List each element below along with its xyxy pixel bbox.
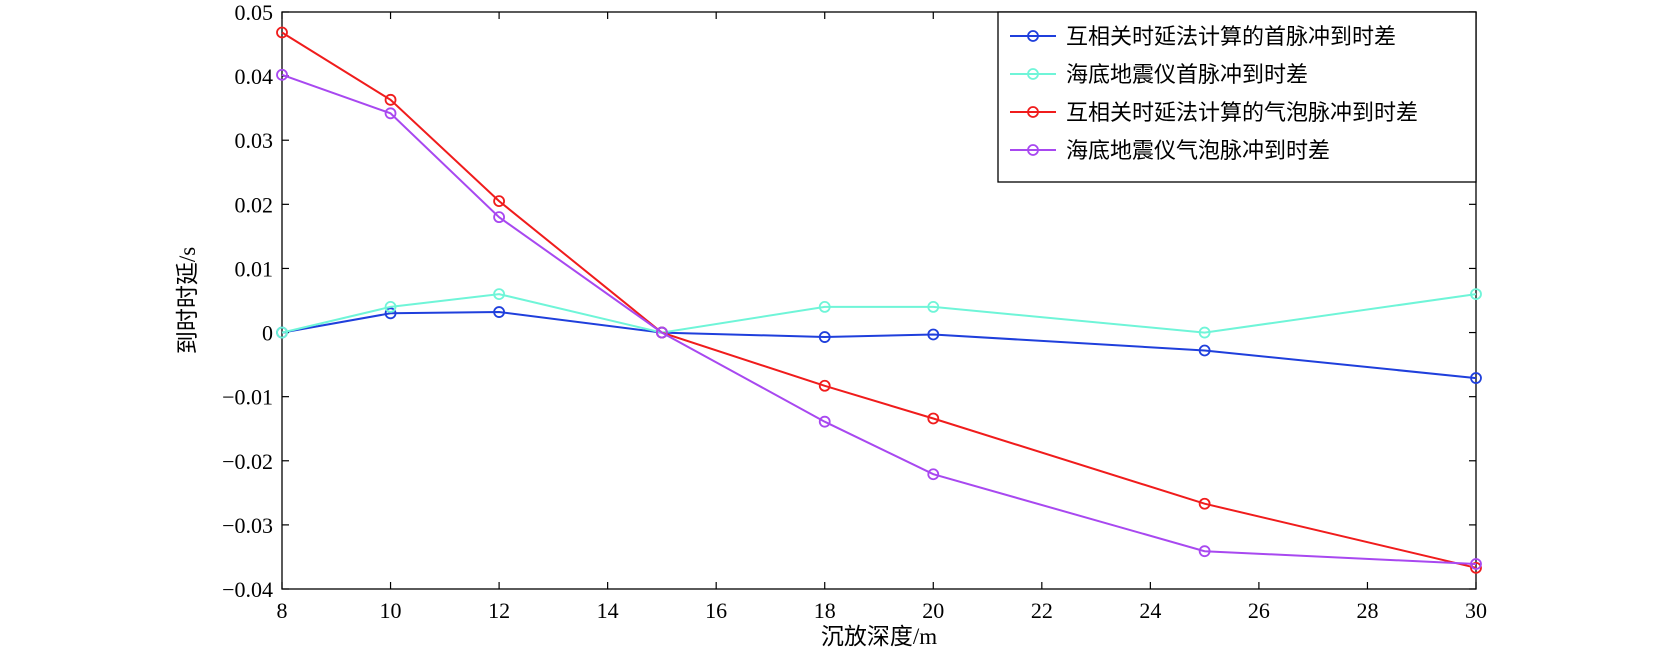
plot-frame — [281, 11, 1477, 590]
y-tick-label: −0.01 — [222, 385, 273, 410]
data-point — [656, 326, 668, 339]
series-group — [276, 68, 1482, 570]
data-point — [493, 195, 505, 208]
series-line — [281, 31, 1477, 569]
data-point — [384, 307, 397, 320]
y-tick-label: −0.03 — [222, 513, 273, 538]
x-tick-label: 10 — [380, 598, 402, 623]
x-tick-label: 14 — [597, 598, 619, 623]
data-point — [1198, 545, 1211, 558]
y-tick-label: −0.04 — [222, 577, 273, 602]
data-point — [276, 326, 288, 339]
legend-marker — [1027, 30, 1039, 42]
data-point — [1470, 561, 1482, 574]
data-point — [927, 468, 940, 481]
x-tick-label: 12 — [488, 598, 510, 623]
legend: 互相关时延法计算的首脉冲到时差海底地震仪首脉冲到时差互相关时延法计算的气泡脉冲到… — [997, 11, 1477, 183]
series-lines — [276, 26, 1482, 574]
y-tick-label: 0.02 — [235, 192, 274, 217]
data-point — [927, 328, 940, 341]
legend-marker — [1027, 106, 1039, 118]
series-line — [281, 73, 1477, 565]
y-tick-label: 0.04 — [235, 64, 274, 89]
series-line — [281, 293, 1477, 334]
axis-ticks: 8 10 12 14 16 18 20 22 24 26 28 30 0.05 0.04 0.03 0.02 0… — [222, 0, 1487, 623]
y-tick-label: 0.03 — [235, 128, 274, 153]
legend-box — [997, 11, 1477, 183]
x-tick-label: 16 — [705, 598, 727, 623]
x-tick-label: 20 — [922, 598, 944, 623]
legend-label: 互相关时延法计算的首脉冲到时差 — [1066, 24, 1396, 49]
series-group — [276, 26, 1482, 574]
data-point — [493, 288, 505, 300]
data-point — [384, 301, 397, 313]
data-point — [818, 331, 831, 343]
legend-label: 海底地震仪首脉冲到时差 — [1066, 62, 1308, 87]
legend-marker — [1027, 144, 1039, 156]
x-axis-title: 沉放深度/m — [821, 624, 937, 649]
y-tick-label: 0.01 — [235, 256, 274, 281]
data-point — [927, 301, 940, 313]
data-point — [818, 379, 831, 392]
data-point — [818, 301, 831, 313]
data-point — [384, 107, 397, 120]
y-axis-title: 到时时延/s — [175, 247, 200, 354]
x-tick-label: 22 — [1031, 598, 1053, 623]
plot-area-border — [281, 11, 1477, 590]
y-tick-label: −0.02 — [222, 449, 273, 474]
data-point — [1198, 344, 1211, 357]
data-point — [1470, 288, 1482, 300]
data-point — [384, 93, 397, 106]
data-point — [818, 415, 831, 428]
legend-label: 互相关时延法计算的气泡脉冲到时差 — [1066, 100, 1418, 125]
legend-label: 海底地震仪气泡脉冲到时差 — [1066, 138, 1330, 163]
data-point — [1470, 558, 1482, 570]
data-point — [1470, 372, 1482, 384]
data-point — [1198, 497, 1211, 510]
x-tick-label: 28 — [1356, 598, 1378, 623]
x-tick-label: 24 — [1139, 598, 1161, 623]
data-point — [1198, 326, 1211, 339]
y-tick-label: 0 — [262, 321, 273, 346]
x-tick-label: 8 — [277, 598, 288, 623]
data-point — [276, 68, 288, 81]
x-tick-label: 26 — [1248, 598, 1270, 623]
data-point — [493, 306, 505, 318]
series-line — [281, 310, 1477, 380]
data-point — [276, 26, 288, 39]
legend-marker — [1027, 68, 1039, 80]
data-point — [927, 412, 940, 425]
y-tick-label: 0.05 — [235, 0, 274, 25]
data-point — [493, 211, 505, 224]
x-tick-label: 18 — [814, 598, 836, 623]
x-tick-label: 30 — [1465, 598, 1487, 623]
